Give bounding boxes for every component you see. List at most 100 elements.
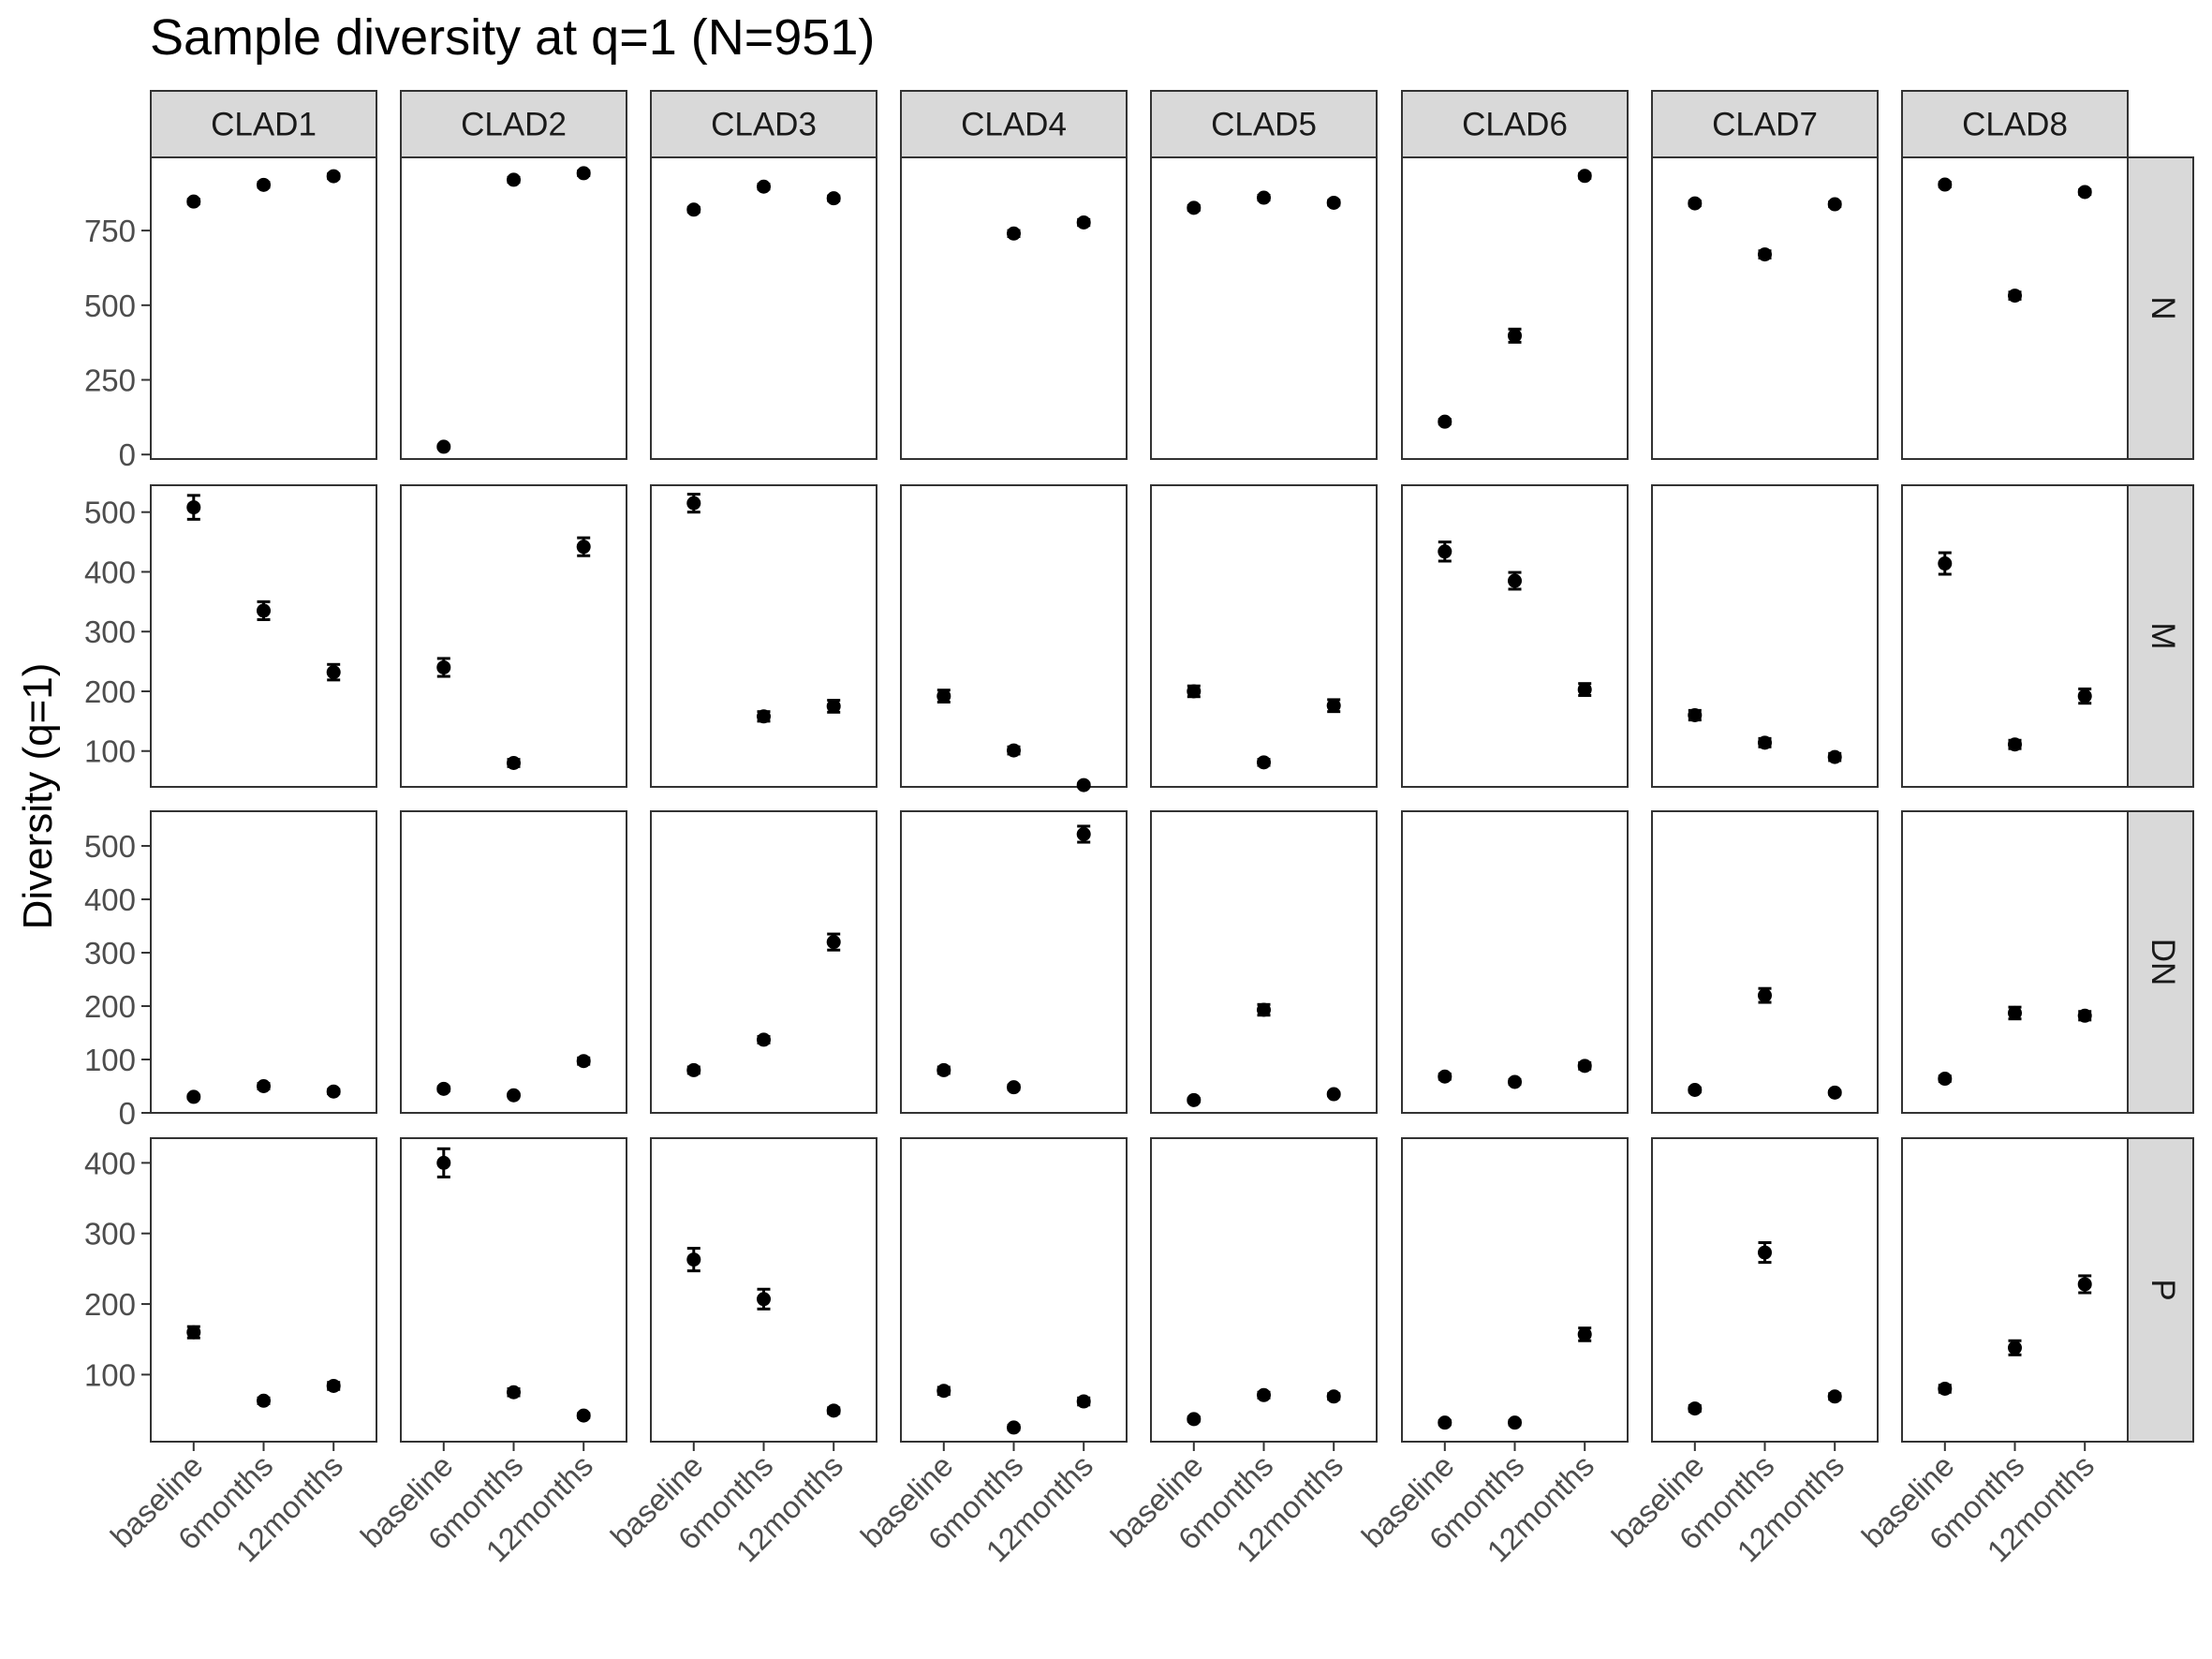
data-point — [826, 1403, 841, 1418]
panel-clad8-n — [1901, 156, 2129, 460]
data-point — [1076, 215, 1091, 230]
data-point — [2077, 1008, 2092, 1023]
panel-clad8-dn — [1901, 810, 2129, 1114]
y-tick-label: 400 — [84, 555, 136, 589]
data-point — [757, 1292, 771, 1307]
row-strip-label: DN — [2145, 939, 2181, 986]
y-tick-label: 100 — [84, 1357, 136, 1392]
facet-strip-label: CLAD1 — [211, 107, 317, 143]
panel-clad7-dn — [1651, 810, 1879, 1114]
y-tick-label: 750 — [84, 214, 136, 248]
data-point — [1688, 707, 1703, 722]
facet-strip-label: CLAD8 — [1962, 107, 2068, 143]
data-point — [1577, 1059, 1592, 1074]
row-strip-dn — [2127, 810, 2194, 1114]
y-tick-label: 200 — [84, 674, 136, 709]
y-tick-label: 100 — [84, 1043, 136, 1077]
data-point — [1938, 177, 1953, 192]
data-point — [1187, 1412, 1202, 1427]
data-point — [2008, 737, 2022, 752]
data-point — [326, 665, 341, 680]
y-tick-label: 100 — [84, 734, 136, 769]
y-tick-label: 0 — [119, 1096, 136, 1131]
data-point — [1187, 200, 1202, 215]
panel-clad8-m — [1901, 484, 2129, 788]
data-point — [257, 1079, 271, 1094]
data-point — [1577, 682, 1592, 697]
panel-clad1-n — [150, 156, 377, 460]
data-point — [1257, 190, 1271, 205]
data-point — [576, 1054, 591, 1069]
y-tick-label: 200 — [84, 989, 136, 1024]
facet-strip-clad6 — [1401, 90, 1629, 158]
data-point — [1688, 1401, 1703, 1416]
panel-clad2-n — [400, 156, 627, 460]
data-point — [1938, 556, 1953, 571]
data-point — [936, 1384, 951, 1399]
data-point — [1508, 573, 1522, 588]
panel-clad5-m — [1150, 484, 1378, 788]
data-point — [686, 1252, 701, 1267]
data-point — [257, 177, 271, 192]
y-tick-label: 300 — [84, 1217, 136, 1252]
facet-panels: CLAD1 CLAD2 CLAD3 CLAD4 CLAD5 CLAD6 CLAD7 CLAD8… — [84, 90, 2194, 1568]
facet-strip-clad2 — [400, 90, 627, 158]
facet-strip-label: CLAD4 — [961, 107, 1067, 143]
panel-clad6-p — [1401, 1137, 1629, 1443]
data-point — [1007, 743, 1021, 758]
panel-clad4-dn — [900, 810, 1128, 1114]
y-tick-label: 300 — [84, 936, 136, 970]
data-point — [1577, 1326, 1592, 1341]
panel-clad1-m — [150, 484, 377, 788]
data-point — [257, 603, 271, 618]
data-point — [1688, 196, 1703, 211]
data-point — [1938, 1381, 1953, 1396]
data-point — [1508, 1074, 1522, 1089]
y-tick-label: 500 — [84, 289, 136, 323]
data-point — [2077, 1277, 2092, 1292]
y-axis-label: Diversity (q=1) — [15, 663, 61, 930]
panel-clad5-dn — [1150, 810, 1378, 1114]
data-point — [576, 166, 591, 181]
data-point — [1758, 247, 1772, 262]
facet-strip-label: CLAD3 — [711, 107, 817, 143]
y-tick-label: 400 — [84, 882, 136, 917]
data-point — [936, 1062, 951, 1077]
data-point — [1076, 827, 1091, 842]
data-point — [1257, 755, 1271, 770]
data-point — [186, 1325, 201, 1340]
data-point — [1257, 1002, 1271, 1017]
data-point — [1758, 1245, 1772, 1260]
data-point — [826, 935, 841, 950]
data-point — [1827, 749, 1842, 764]
data-point — [686, 1062, 701, 1077]
chart-title: Sample diversity at q=1 (N=951) — [150, 9, 875, 66]
data-point — [1438, 1415, 1453, 1430]
data-point — [1758, 988, 1772, 1003]
data-point — [1007, 1420, 1021, 1435]
data-point — [2008, 1005, 2022, 1020]
panel-clad6-m — [1401, 484, 1629, 788]
data-point — [1076, 778, 1091, 792]
data-point — [826, 699, 841, 714]
panel-clad2-m — [400, 484, 627, 788]
data-point — [1007, 226, 1021, 241]
data-point — [1827, 1389, 1842, 1404]
data-point — [1508, 1415, 1522, 1430]
data-point — [2008, 1341, 2022, 1355]
y-tick-label: 250 — [84, 363, 136, 398]
data-point — [757, 1032, 771, 1047]
data-point — [1187, 684, 1202, 699]
panel-clad2-dn — [400, 810, 627, 1114]
data-point — [326, 169, 341, 184]
data-point — [436, 1081, 451, 1096]
data-point — [1688, 1082, 1703, 1097]
panel-clad7-n — [1651, 156, 1879, 460]
data-point — [1257, 1387, 1271, 1402]
data-point — [1827, 1085, 1842, 1100]
data-point — [186, 1089, 201, 1104]
data-point — [1326, 1087, 1341, 1102]
data-point — [1007, 1080, 1021, 1095]
y-tick-label: 400 — [84, 1146, 136, 1180]
